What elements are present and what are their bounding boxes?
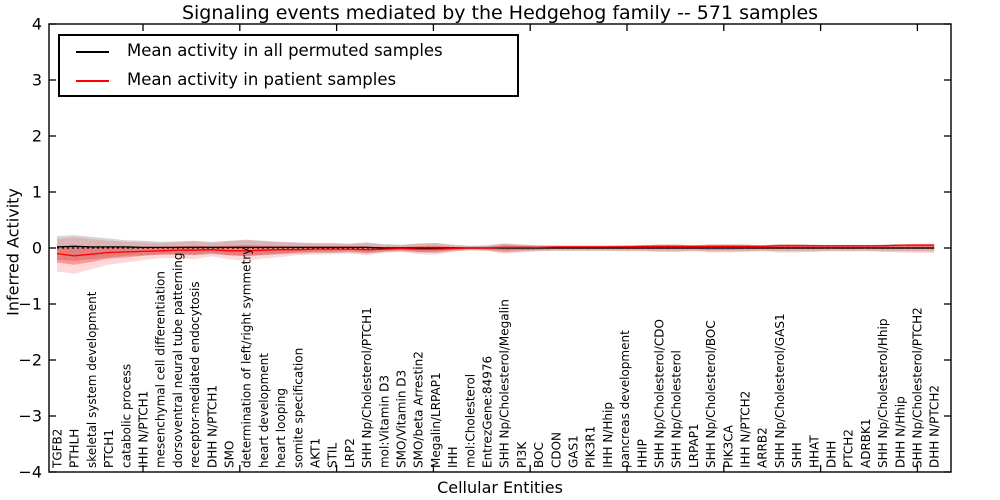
y-tick-label: −2 — [18, 351, 42, 370]
category-label: dorsoventral neural tube patterning — [171, 252, 185, 468]
category-label: BOC — [532, 442, 546, 468]
y-tick-label: 2 — [32, 127, 42, 146]
category-label: PIK3CA — [721, 424, 735, 468]
category-label: LRP2 — [343, 438, 357, 468]
category-label: GAS1 — [567, 435, 581, 468]
legend-item-permuted: Mean activity in all permuted samples — [60, 37, 517, 66]
category-label: DHH N/Hhip — [893, 396, 907, 468]
category-label: SMO — [223, 441, 237, 468]
legend-label-patient: Mean activity in patient samples — [127, 70, 397, 90]
y-tick-label: 4 — [32, 15, 42, 34]
y-axis-label: Inferred Activity — [3, 188, 23, 316]
category-label: somite specification — [291, 348, 305, 468]
category-label: STIL — [326, 443, 340, 468]
category-label: HHAT — [807, 435, 821, 468]
category-label: PI3K — [515, 441, 529, 468]
category-label: CDON — [549, 432, 563, 468]
category-label: IHH N/Hhip — [601, 402, 615, 468]
category-label: SMO/Vitamin D3 — [395, 370, 409, 468]
category-label: IHH N/PTCH1 — [137, 391, 151, 468]
category-label: mol:Vitamin D3 — [377, 375, 391, 468]
series-line-patient — [56, 244, 935, 257]
y-tick-label: −1 — [18, 295, 42, 314]
category-label: SHH — [790, 442, 804, 468]
category-label: heart development — [257, 353, 271, 468]
category-label: SHH Np/Cholesterol/Hhip — [876, 319, 890, 468]
chart-title: Signaling events mediated by the Hedgeho… — [181, 2, 819, 24]
category-label: SMO/beta Arrestin2 — [412, 351, 426, 468]
category-label: SHH Np/Cholesterol/BOC — [704, 320, 718, 468]
x-axis-label: Cellular Entities — [437, 478, 563, 497]
category-label: PTHLH — [68, 429, 82, 468]
category-label: IHH N/PTCH2 — [739, 391, 753, 468]
category-label: AKT1 — [309, 438, 323, 468]
category-label: pancreas development — [618, 330, 632, 468]
category-label: PTCH1 — [102, 429, 116, 468]
category-label: HHIP — [635, 439, 649, 468]
y-tick-label: −4 — [18, 463, 42, 482]
category-label: EntrezGene:84976 — [481, 356, 495, 468]
category-label: SHH Np/Cholesterol — [670, 350, 684, 468]
category-label: PIK3R1 — [584, 426, 598, 468]
category-label: skeletal system development — [85, 291, 99, 468]
band-patient-samples-std-outer — [57, 237, 935, 274]
category-label: ARRB2 — [756, 427, 770, 468]
red-line-swatch-icon — [76, 79, 109, 82]
category-label: determination of left/right symmetry — [240, 248, 254, 468]
category-label: ADRBK1 — [859, 418, 873, 468]
category-label: DHH N/PTCH1 — [205, 385, 219, 468]
category-label: receptor-mediated endocytosis — [188, 281, 202, 468]
category-label: Megalin/LRPAP1 — [429, 372, 443, 468]
legend: Mean activity in all permuted samples Me… — [58, 34, 519, 97]
black-line-swatch-icon — [76, 50, 109, 53]
category-label: heart looping — [274, 388, 288, 468]
category-label: mol:Cholesterol — [463, 374, 477, 468]
category-label: DHH N/PTCH2 — [928, 385, 942, 468]
category-label: IHH — [446, 446, 460, 468]
category-label: DHH — [825, 441, 839, 468]
category-label: LRPAP1 — [687, 423, 701, 468]
category-label: SHH Np/Cholesterol/PTCH1 — [360, 307, 374, 468]
y-tick-label: 0 — [32, 239, 42, 258]
category-label: catabolic process — [119, 364, 133, 468]
y-tick-label: 1 — [32, 183, 42, 202]
category-label: SHH Np/Cholesterol/CDO — [653, 319, 667, 468]
category-label: SHH Np/Cholesterol/Megalin — [498, 299, 512, 468]
legend-item-patient: Mean activity in patient samples — [60, 66, 517, 95]
legend-label-permuted: Mean activity in all permuted samples — [127, 41, 443, 61]
category-label: PTCH2 — [842, 429, 856, 468]
y-tick-label: −3 — [18, 407, 42, 426]
category-label: TGFB2 — [51, 429, 65, 469]
y-tick-label: 3 — [32, 71, 42, 90]
category-label: mesenchymal cell differentiation — [154, 271, 168, 468]
category-label: SHH Np/Cholesterol/GAS1 — [773, 313, 787, 468]
category-label: SHH Np/Cholesterol/PTCH2 — [911, 307, 925, 468]
